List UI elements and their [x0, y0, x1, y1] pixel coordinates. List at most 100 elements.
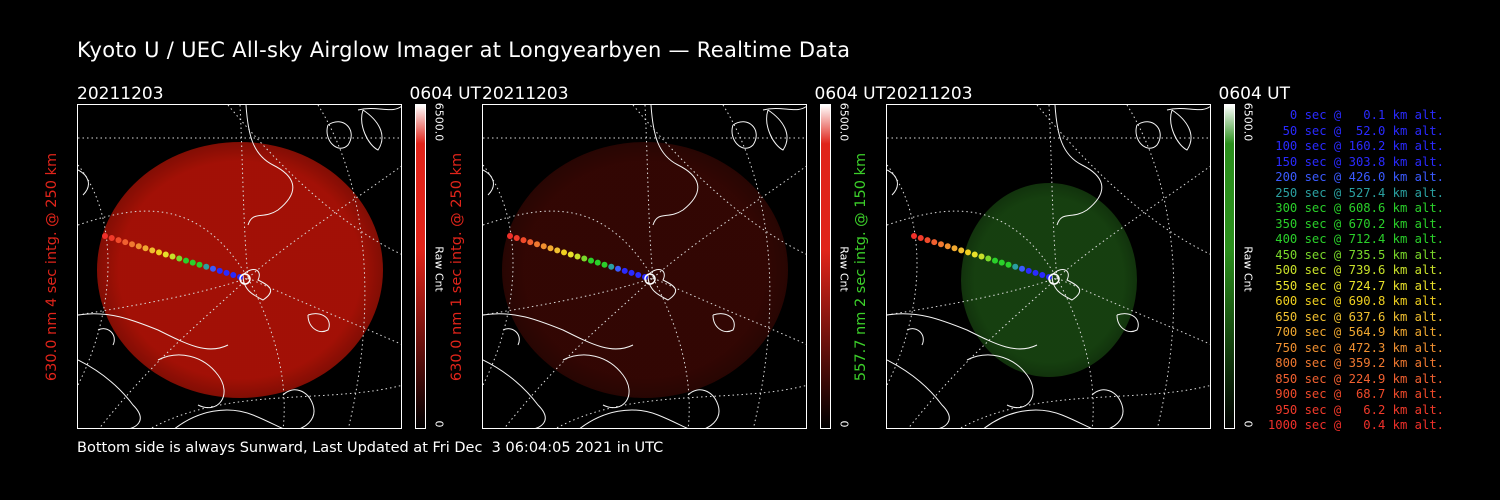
trajectory-point	[507, 233, 513, 239]
allsky-image	[886, 104, 1211, 429]
station-marker	[644, 273, 656, 285]
trajectory-point	[169, 253, 176, 260]
trajectory-point	[176, 255, 183, 262]
coastline	[326, 121, 352, 149]
trajectory-point	[196, 261, 203, 268]
coastline	[1091, 389, 1124, 428]
trajectory-point	[108, 235, 115, 242]
trajectory-point	[931, 239, 938, 246]
legend-entry: 600 sec @ 690.8 km alt.	[1275, 294, 1444, 308]
coastline	[650, 105, 699, 226]
trajectory-point	[513, 235, 520, 242]
airglow-disk	[502, 142, 788, 398]
trajectory-point	[135, 243, 142, 250]
trajectory-point	[601, 261, 608, 268]
panel-ylabel-text: 630.0 nm 4 sec intg. @ 250 km	[44, 152, 60, 381]
trajectory-point	[534, 241, 540, 248]
coastline	[562, 354, 630, 409]
trajectory-point	[951, 245, 958, 252]
trajectory-point	[115, 237, 122, 244]
latlon-grid-line	[98, 277, 249, 428]
trajectory-point	[944, 243, 951, 250]
latlon-grid-line	[78, 164, 109, 386]
legend-entry: 400 sec @ 712.4 km alt.	[1275, 232, 1444, 246]
trajectory-point	[520, 237, 527, 244]
legend-entry: 450 sec @ 735.5 km alt.	[1275, 247, 1444, 262]
latlon-grid-line	[1056, 165, 1210, 279]
coastline	[174, 409, 283, 428]
trajectory-point	[581, 255, 588, 262]
panel-ylabel: 630.0 nm 4 sec intg. @ 250 km	[39, 104, 65, 429]
legend-entry: 850 sec @ 224.9 km alt.	[1275, 371, 1444, 386]
trajectory-point	[992, 257, 998, 264]
trajectory-point	[102, 233, 108, 239]
coastline	[983, 409, 1092, 428]
legend-entry: 350 sec @ 670.2 km alt.	[1275, 216, 1444, 231]
trajectory-point	[1039, 271, 1046, 278]
colorbar	[1224, 104, 1235, 429]
coastline	[966, 354, 1034, 409]
trajectory-point	[189, 259, 196, 266]
trajectory-point	[971, 251, 978, 258]
panel-time: 0604 UT	[409, 84, 482, 104]
panel-ylabel-text: 557.7 nm 2 sec intg. @ 150 km	[853, 152, 869, 381]
trajectory-point	[978, 253, 985, 260]
coastline	[887, 313, 1038, 350]
trajectory-point	[561, 249, 567, 256]
trajectory-point	[554, 247, 561, 254]
panel-date: 20211203	[77, 84, 164, 104]
latlon-grid-line	[1126, 105, 1175, 428]
latlon-grid-line	[644, 105, 654, 279]
trajectory-point	[149, 247, 156, 254]
trajectory-point	[965, 249, 971, 256]
trajectory-point	[574, 253, 581, 260]
legend-entry: 900 sec @ 68.7 km alt.	[1275, 387, 1444, 401]
coastline	[242, 269, 272, 301]
coastline	[157, 354, 225, 409]
panel-ylabel: 557.7 nm 2 sec intg. @ 150 km	[848, 104, 874, 429]
coastline	[906, 328, 924, 346]
trajectory-point	[1019, 265, 1025, 272]
coastline	[483, 359, 546, 428]
latlon-grid-line	[150, 384, 401, 428]
coastline	[1135, 121, 1161, 149]
trajectory-point	[938, 241, 944, 248]
latlon-grid-line	[247, 277, 401, 345]
coastline	[483, 313, 634, 350]
legend-entry: 250 sec @ 527.4 km alt.	[1275, 185, 1444, 200]
legend-entry: 550 sec @ 724.7 km alt.	[1275, 278, 1444, 293]
allsky-image	[77, 104, 402, 429]
latlon-grid-line	[887, 277, 1058, 316]
trajectory-point	[615, 265, 621, 272]
trajectory-point	[608, 263, 615, 270]
latlon-grid-line	[652, 277, 806, 345]
coastline	[712, 313, 735, 332]
coastline	[361, 109, 383, 151]
coastline	[1054, 105, 1103, 226]
latlon-grid-line	[247, 277, 285, 428]
legend-entry: 500 sec @ 739.6 km alt.	[1275, 263, 1444, 277]
trajectory-point	[216, 267, 223, 274]
latlon-grid-line	[959, 384, 1210, 428]
trajectory-point	[567, 251, 574, 258]
trajectory-point	[635, 271, 642, 278]
trajectory-point	[628, 269, 635, 276]
coastline	[78, 359, 141, 428]
coastline	[766, 109, 788, 151]
coastline	[97, 328, 115, 346]
legend-entry: 300 sec @ 608.6 km alt.	[1275, 201, 1444, 215]
trajectory-point	[527, 239, 534, 246]
panel-time: 0604 UT	[814, 84, 887, 104]
coastline	[307, 313, 330, 332]
trajectory-point	[129, 241, 135, 248]
coastline	[887, 359, 950, 428]
coastline	[78, 169, 89, 196]
coastline	[762, 105, 806, 111]
latlon-grid-line	[907, 277, 1058, 428]
imager-panel-2: 20211203 0604 UT 630.0 nm 1 sec intg. @ …	[449, 84, 886, 430]
legend-entry: 950 sec @ 6.2 km alt.	[1275, 402, 1444, 417]
station-marker	[1048, 273, 1060, 285]
trajectory-point	[917, 235, 924, 242]
latlon-grid-line	[887, 210, 1058, 279]
latlon-grid-line	[1056, 277, 1210, 345]
